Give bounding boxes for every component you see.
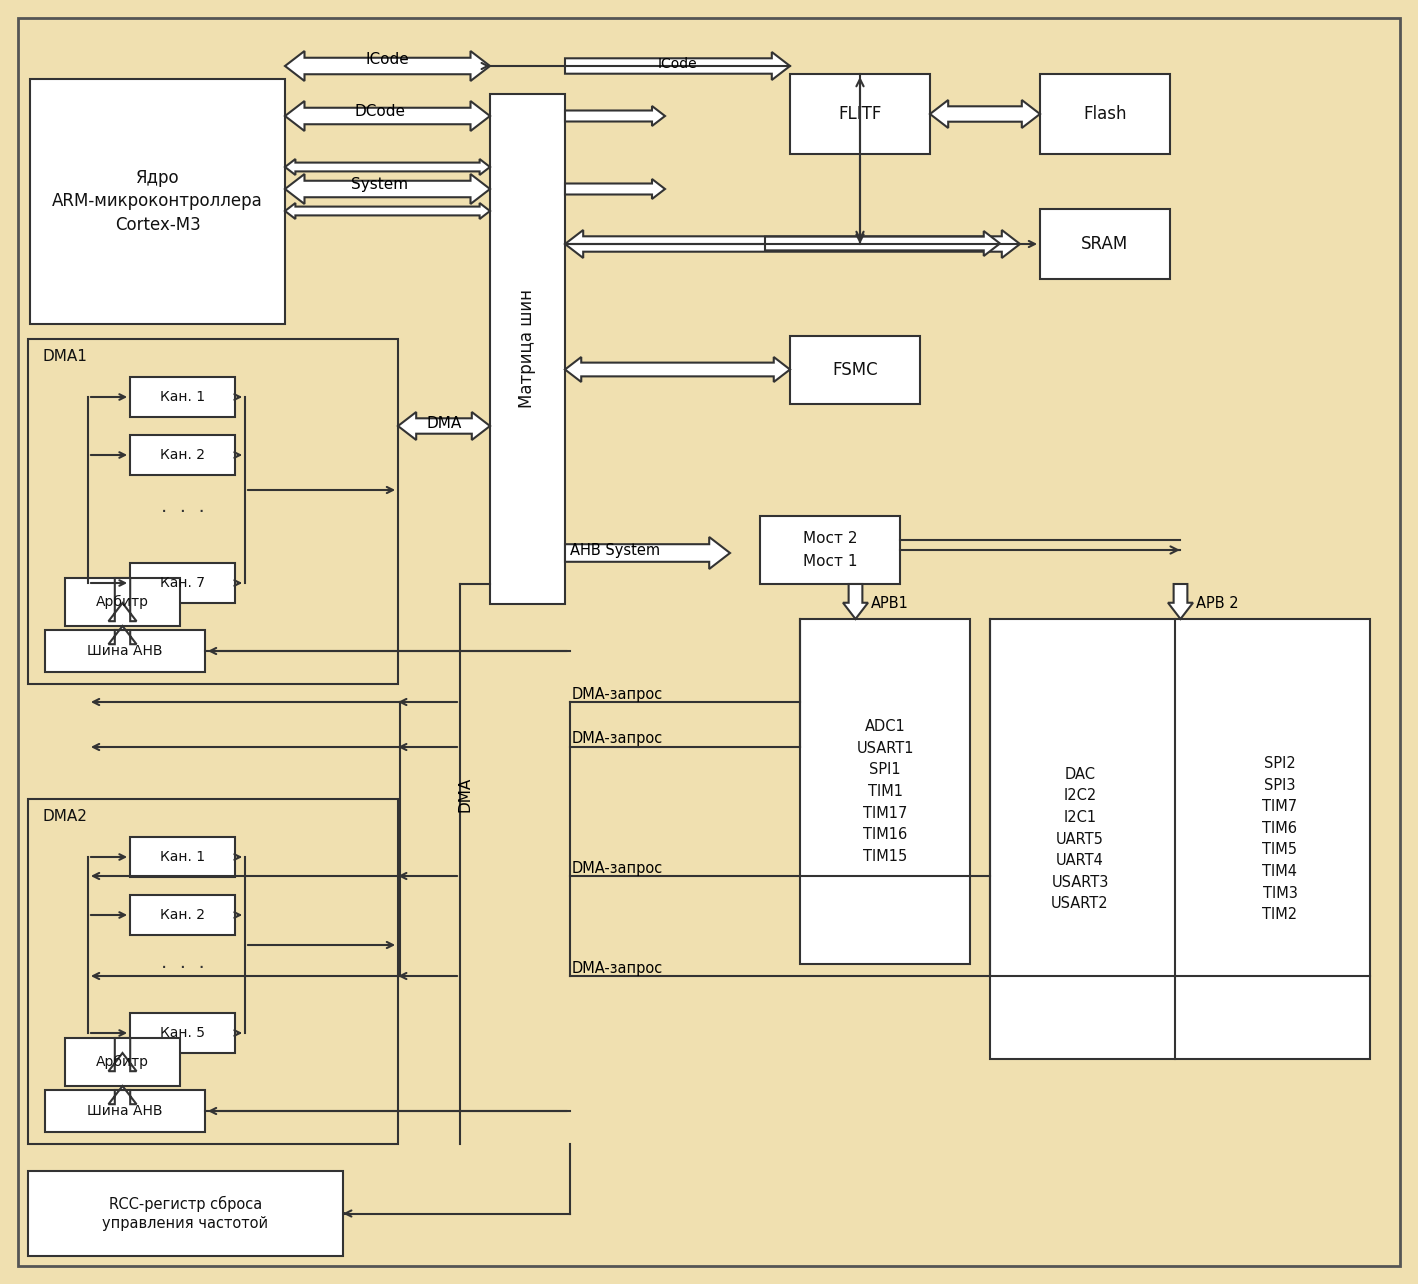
Text: AHB System: AHB System (570, 543, 661, 559)
Polygon shape (564, 51, 790, 80)
Text: DCode: DCode (354, 104, 406, 118)
Text: APB1: APB1 (871, 597, 909, 611)
Text: FLITF: FLITF (838, 105, 882, 123)
FancyBboxPatch shape (990, 619, 1370, 1059)
Text: ·  ·  ·: · · · (160, 958, 204, 977)
FancyBboxPatch shape (28, 799, 398, 1144)
FancyBboxPatch shape (130, 1013, 235, 1053)
Polygon shape (564, 537, 730, 569)
Text: Flash: Flash (1083, 105, 1127, 123)
Text: DMA-запрос: DMA-запрос (571, 860, 664, 876)
Polygon shape (1168, 584, 1193, 619)
Text: Кан. 2: Кан. 2 (160, 908, 206, 922)
Polygon shape (285, 51, 491, 81)
Text: ICode: ICode (657, 56, 696, 71)
FancyBboxPatch shape (1039, 74, 1170, 154)
Text: DMA: DMA (458, 777, 472, 811)
Text: Кан. 7: Кан. 7 (160, 577, 206, 591)
Polygon shape (285, 175, 491, 204)
Text: Арбитр: Арбитр (96, 594, 149, 609)
Polygon shape (842, 584, 868, 619)
Polygon shape (764, 231, 1000, 256)
Text: Кан. 1: Кан. 1 (160, 850, 206, 864)
Text: System: System (352, 176, 408, 191)
Polygon shape (285, 159, 491, 175)
Text: Шина АНВ: Шина АНВ (88, 1104, 163, 1118)
Polygon shape (109, 578, 136, 621)
Text: DMA1: DMA1 (43, 349, 86, 363)
Text: Кан. 1: Кан. 1 (160, 390, 206, 404)
Text: Арбитр: Арбитр (96, 1055, 149, 1070)
Text: Кан. 5: Кан. 5 (160, 1026, 206, 1040)
Text: DMA-запрос: DMA-запрос (571, 960, 664, 976)
FancyBboxPatch shape (130, 895, 235, 935)
FancyBboxPatch shape (800, 619, 970, 964)
Text: ·  ·  ·: · · · (160, 503, 204, 523)
Text: FSMC: FSMC (832, 361, 878, 379)
Text: APB 2: APB 2 (1195, 597, 1239, 611)
Text: Матрица шин: Матрица шин (519, 289, 536, 408)
FancyBboxPatch shape (45, 630, 206, 672)
Text: DMA-запрос: DMA-запрос (571, 687, 664, 701)
Polygon shape (285, 101, 491, 131)
Polygon shape (564, 107, 665, 126)
Polygon shape (398, 412, 491, 440)
Text: DAC
I2C2
I2C1
UART5
UART4
USART3
USART2: DAC I2C2 I2C1 UART5 UART4 USART3 USART2 (1051, 767, 1109, 912)
Polygon shape (109, 1037, 136, 1071)
Text: DMA: DMA (427, 416, 462, 431)
FancyBboxPatch shape (30, 80, 285, 324)
FancyBboxPatch shape (28, 339, 398, 684)
Text: Шина АНВ: Шина АНВ (88, 645, 163, 657)
FancyBboxPatch shape (65, 578, 180, 627)
FancyBboxPatch shape (130, 562, 235, 603)
FancyBboxPatch shape (28, 1171, 343, 1256)
Text: ICode: ICode (366, 53, 410, 68)
Polygon shape (109, 627, 136, 645)
FancyBboxPatch shape (760, 516, 900, 584)
Text: SPI2
SPI3
TIM7
TIM6
TIM5
TIM4
TIM3
TIM2: SPI2 SPI3 TIM7 TIM6 TIM5 TIM4 TIM3 TIM2 (1262, 756, 1297, 922)
FancyBboxPatch shape (45, 1090, 206, 1132)
Polygon shape (564, 357, 790, 383)
Text: SRAM: SRAM (1082, 235, 1129, 253)
Text: RCC-регистр сброса
управления частотой: RCC-регистр сброса управления частотой (102, 1195, 268, 1231)
FancyBboxPatch shape (1039, 209, 1170, 279)
FancyBboxPatch shape (790, 336, 920, 404)
Polygon shape (109, 1086, 136, 1104)
Polygon shape (564, 230, 1020, 258)
Text: Кан. 2: Кан. 2 (160, 448, 206, 462)
Polygon shape (564, 178, 665, 199)
Text: ADC1
USART1
SPI1
TIM1
TIM17
TIM16
TIM15: ADC1 USART1 SPI1 TIM1 TIM17 TIM16 TIM15 (856, 719, 913, 864)
Text: Ядро
ARM-микроконтроллера
Cortex-M3: Ядро ARM-микроконтроллера Cortex-M3 (52, 169, 262, 234)
FancyBboxPatch shape (65, 1037, 180, 1086)
FancyBboxPatch shape (790, 74, 930, 154)
Text: DMA-запрос: DMA-запрос (571, 732, 664, 746)
FancyBboxPatch shape (18, 18, 1400, 1266)
Text: DMA2: DMA2 (43, 809, 86, 824)
FancyBboxPatch shape (491, 94, 564, 603)
Polygon shape (285, 203, 491, 220)
FancyBboxPatch shape (130, 435, 235, 475)
Polygon shape (930, 100, 1039, 128)
FancyBboxPatch shape (130, 837, 235, 877)
FancyBboxPatch shape (130, 377, 235, 417)
Text: Мост 2
Мост 1: Мост 2 Мост 1 (803, 532, 858, 569)
